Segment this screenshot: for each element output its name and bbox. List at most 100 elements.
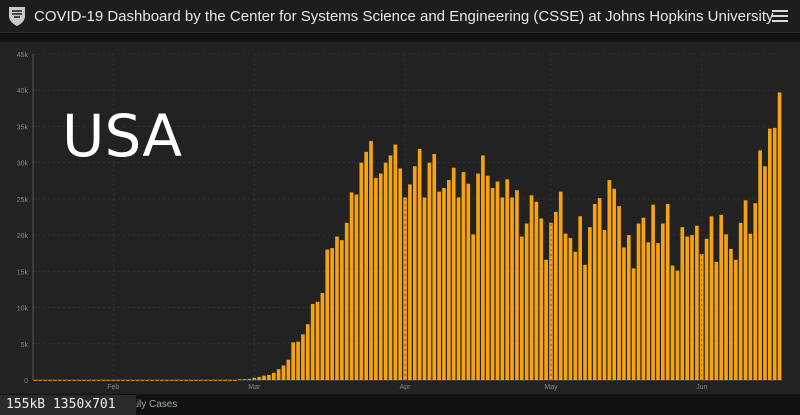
tab-daily-cases[interactable]: Daily Cases: [124, 399, 178, 410]
bar: [359, 162, 364, 380]
bar: [743, 200, 748, 380]
bar: [427, 162, 432, 380]
bar: [291, 342, 296, 380]
bar: [310, 303, 315, 380]
bar: [378, 173, 383, 380]
bar: [583, 264, 587, 380]
bar: [203, 380, 208, 381]
bar: [685, 236, 689, 380]
x-tick-label: Apr: [400, 384, 412, 391]
bar: [48, 380, 52, 381]
bar: [753, 203, 758, 380]
bar: [607, 180, 612, 380]
bar: [296, 341, 300, 380]
bar: [612, 188, 617, 380]
bar: [301, 334, 305, 380]
bar: [777, 92, 782, 380]
bar: [695, 225, 699, 380]
bar: [714, 261, 719, 380]
bar: [374, 177, 378, 380]
bar: [126, 380, 130, 381]
bar: [349, 192, 354, 380]
bar: [121, 380, 125, 381]
bar: [549, 222, 553, 380]
bar: [145, 380, 150, 381]
bar: [719, 214, 724, 380]
bar: [500, 197, 505, 380]
bar: [106, 380, 111, 381]
bar: [228, 380, 232, 381]
bar: [101, 380, 106, 381]
bar: [403, 197, 407, 380]
bar: [626, 235, 631, 380]
bar: [281, 365, 286, 380]
bar: [111, 380, 116, 381]
bar: [208, 380, 213, 381]
bottom-bar: Daily Cases 155kB 1350x701: [0, 394, 800, 415]
bar: [247, 378, 252, 380]
bar: [174, 380, 179, 381]
bar: [568, 238, 573, 380]
bar: [748, 233, 753, 380]
bar: [43, 380, 47, 381]
bar: [369, 140, 373, 380]
bar: [602, 230, 607, 380]
y-tick-label: 10k: [17, 306, 29, 313]
bar: [398, 168, 403, 380]
bar: [276, 369, 281, 380]
bar: [412, 166, 417, 380]
bar: [733, 259, 738, 380]
bar: [91, 380, 96, 381]
bar: [447, 180, 451, 380]
hamburger-menu-icon[interactable]: [772, 7, 788, 23]
bar: [82, 380, 86, 381]
bar: [515, 190, 519, 380]
bar: [218, 380, 223, 381]
bar: [670, 265, 675, 380]
bar: [466, 183, 471, 380]
bar: [534, 201, 539, 380]
bar: [461, 172, 466, 380]
y-tick-label: 20k: [17, 233, 29, 240]
bar: [286, 359, 291, 380]
bar: [437, 191, 441, 380]
bar: [641, 217, 646, 380]
bar: [554, 211, 558, 380]
bar: [77, 380, 82, 381]
bar: [388, 155, 393, 380]
y-tick-label: 5k: [21, 342, 29, 349]
bar: [597, 198, 602, 380]
dashboard-title: COVID-19 Dashboard by the Center for Sys…: [34, 7, 774, 25]
bar: [189, 380, 193, 381]
bar: [563, 233, 568, 380]
bar: [408, 184, 412, 380]
bar: [495, 181, 500, 380]
bar: [213, 380, 218, 381]
bar: [675, 270, 680, 380]
bar: [267, 374, 271, 380]
bar: [340, 240, 344, 380]
bar: [87, 380, 91, 381]
bar: [656, 243, 660, 380]
bar: [661, 223, 665, 380]
x-tick-label: Jun: [696, 384, 707, 391]
bar: [476, 173, 480, 380]
bar: [184, 380, 189, 381]
bar: [724, 234, 728, 380]
bar: [510, 197, 514, 380]
y-tick-label: 30k: [17, 161, 29, 168]
bar: [729, 248, 733, 380]
country-label: USA: [62, 102, 182, 170]
bar: [471, 234, 475, 380]
bar: [67, 380, 72, 381]
bar: [364, 151, 368, 380]
bar: [252, 377, 257, 380]
bar: [242, 379, 247, 380]
bar: [539, 218, 544, 380]
bar: [456, 197, 461, 380]
bar: [588, 227, 592, 380]
bar: [315, 301, 320, 380]
bar: [690, 235, 694, 380]
y-tick-label: 0: [24, 378, 28, 385]
bar: [330, 248, 334, 380]
